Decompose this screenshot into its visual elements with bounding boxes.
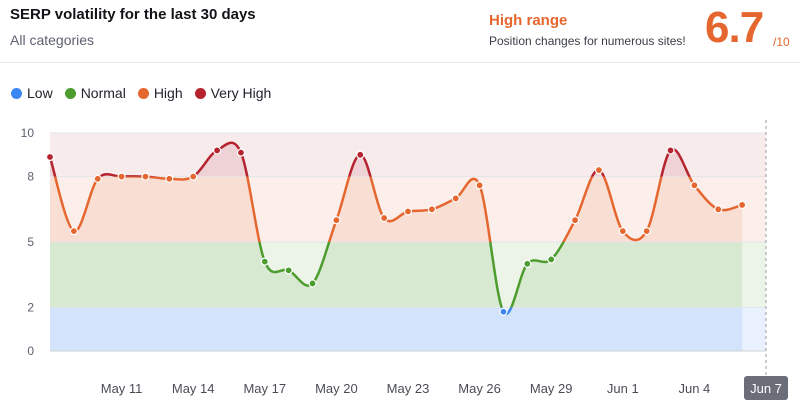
data-point[interactable]	[666, 146, 675, 155]
legend-label: High	[153, 85, 183, 101]
range-label: High range	[489, 12, 568, 29]
data-point[interactable]	[212, 146, 222, 155]
data-point[interactable]	[117, 172, 126, 181]
data-point[interactable]	[189, 172, 198, 181]
data-point[interactable]	[332, 216, 341, 225]
data-point[interactable]	[475, 181, 484, 190]
area-normal	[50, 242, 743, 308]
data-point[interactable]	[380, 213, 389, 223]
data-point[interactable]	[714, 205, 723, 214]
data-point[interactable]	[570, 216, 580, 225]
y-tick-label: 8	[27, 170, 34, 184]
data-point[interactable]	[356, 150, 365, 159]
chart-legend: Low Normal High Very High	[11, 85, 283, 101]
y-tick-label: 2	[27, 300, 34, 314]
legend-dot-icon	[137, 87, 149, 99]
y-tick-label: 5	[27, 235, 34, 249]
band-very-high	[50, 133, 766, 177]
area-low	[50, 307, 743, 351]
data-point[interactable]	[690, 181, 699, 190]
data-point[interactable]	[523, 259, 532, 268]
x-tick-label: Jun 1	[607, 381, 639, 396]
legend-dot-icon	[11, 87, 22, 99]
data-point[interactable]	[45, 152, 55, 162]
legend-label: Low	[27, 85, 53, 101]
legend-label: Normal	[80, 85, 126, 101]
area-very-high	[50, 142, 690, 177]
data-point[interactable]	[594, 165, 604, 175]
band-low	[50, 307, 766, 351]
data-point[interactable]	[236, 148, 246, 157]
data-point[interactable]	[260, 257, 269, 266]
volatility-chart: 0 2 5 8 10 May 11 May 14 May 17 May 20 May 23 May …	[21, 120, 788, 400]
x-tick-label: May 20	[315, 381, 358, 396]
data-point[interactable]	[141, 172, 150, 181]
range-description: Position changes for numerous sites!	[489, 34, 686, 48]
x-tick-label: May 23	[387, 381, 430, 396]
data-point[interactable]	[165, 174, 174, 183]
legend-item-very-high[interactable]: Very High	[194, 85, 272, 101]
legend-item-high[interactable]: High	[137, 85, 183, 101]
x-tick-label: May 14	[172, 381, 215, 396]
data-point[interactable]	[738, 200, 747, 210]
widget-header: SERP volatility for the last 30 days All…	[0, 0, 800, 63]
y-tick-label: 10	[21, 126, 35, 140]
data-point[interactable]	[642, 226, 651, 236]
legend-item-low[interactable]: Low	[11, 85, 53, 101]
data-point[interactable]	[69, 226, 78, 236]
x-tick-label: May 17	[243, 381, 286, 396]
legend-dot-icon	[64, 87, 76, 99]
data-point[interactable]	[547, 255, 556, 264]
active-date-badge	[744, 376, 788, 400]
y-tick-label: 0	[27, 344, 34, 358]
data-point[interactable]	[403, 207, 413, 216]
legend-dot-icon	[194, 87, 206, 99]
widget-title: SERP volatility for the last 30 days	[10, 6, 256, 23]
category-label[interactable]: All categories	[10, 32, 95, 48]
score-max: /10	[773, 35, 790, 49]
volatility-score: 6.7	[705, 3, 764, 52]
data-point[interactable]	[451, 194, 460, 203]
x-tick-label: Jun 7	[750, 381, 782, 396]
band-normal	[50, 242, 766, 308]
x-tick-label: May 11	[101, 381, 143, 396]
x-tick-label: May 29	[530, 381, 573, 396]
data-point[interactable]	[427, 205, 436, 214]
area-high	[50, 176, 743, 242]
data-point[interactable]	[499, 307, 508, 316]
x-tick-label: May 26	[458, 381, 501, 396]
data-point[interactable]	[93, 174, 102, 183]
data-point[interactable]	[618, 226, 627, 236]
legend-item-normal[interactable]: Normal	[64, 85, 126, 101]
legend-label: Very High	[210, 85, 272, 101]
data-point[interactable]	[308, 279, 317, 288]
x-tick-label: Jun 4	[678, 381, 710, 396]
data-point[interactable]	[284, 266, 293, 275]
